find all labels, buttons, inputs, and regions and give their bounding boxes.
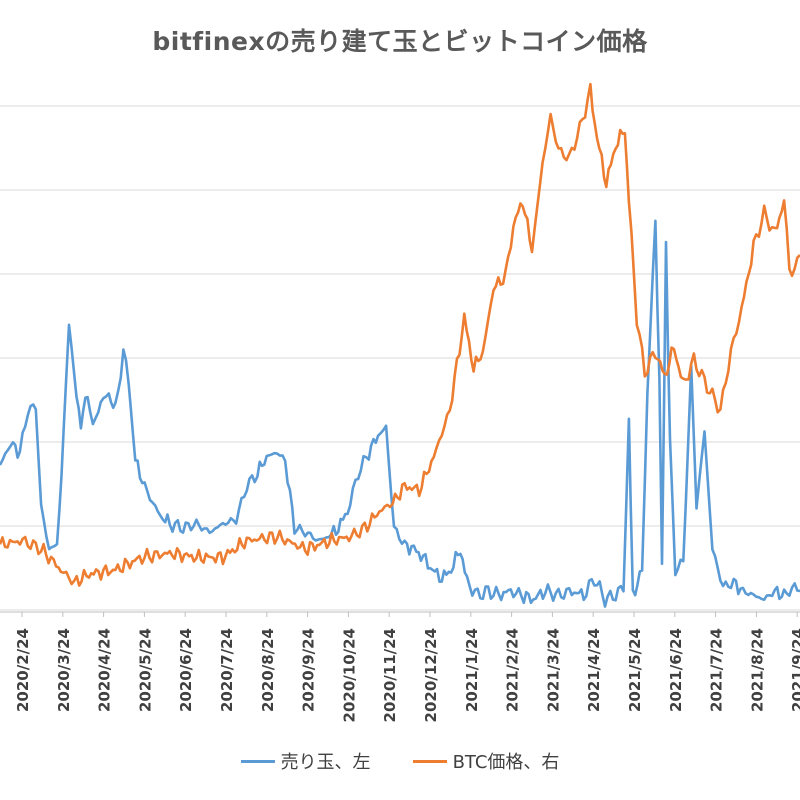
x-tick-label: 2020/8/24 [259,628,277,712]
legend-item-btc: BTC価格、右 [412,748,560,774]
x-tick-label: 2020/9/24 [300,628,318,712]
x-tick-label: 2021/3/24 [544,628,562,712]
x-tick-label: 2020/3/24 [55,628,73,712]
x-tick-label: 2020/12/24 [422,628,440,722]
series-btc-price-line [0,82,800,587]
x-tick-label: 2020/5/24 [136,628,154,712]
legend-label-btc: BTC価格、右 [452,752,560,773]
x-tick-label: 2021/6/24 [667,628,685,712]
x-tick-label: 2020/6/24 [177,628,195,712]
x-tick-labels: 2020/2/24 2020/3/24 2020/4/24 2020/5/24 2020… [14,612,800,722]
x-tick-label: 2021/1/24 [463,628,481,712]
x-tick-label: 2021/7/24 [708,628,726,712]
legend-swatch-btc [412,759,447,763]
x-tick-label: 2021/8/24 [748,628,766,712]
legend: 売り玉、左 BTC価格、右 [0,748,800,774]
x-tick-label: 2021/5/24 [626,628,644,712]
x-tick-label: 2020/10/24 [340,628,358,722]
x-tick-label: 2020/2/24 [14,628,32,712]
series-short-interest-line [0,219,800,608]
x-tick-label: 2021/4/24 [585,628,603,712]
x-tick-label: 2021/9/24 [789,628,800,712]
chart-title: bitfinexの売り建て玉とビットコイン価格 [152,27,648,56]
x-tick-label: 2021/2/24 [504,628,522,712]
x-tick-label: 2020/7/24 [218,628,236,712]
series-layer [0,82,800,608]
legend-item-short: 売り玉、左 [240,748,371,774]
legend-label-short: 売り玉、左 [280,752,371,773]
x-tick-label: 2020/11/24 [381,628,399,722]
legend-swatch-short [240,759,275,763]
x-tick-label: 2020/4/24 [96,628,114,712]
gridlines [0,105,800,613]
